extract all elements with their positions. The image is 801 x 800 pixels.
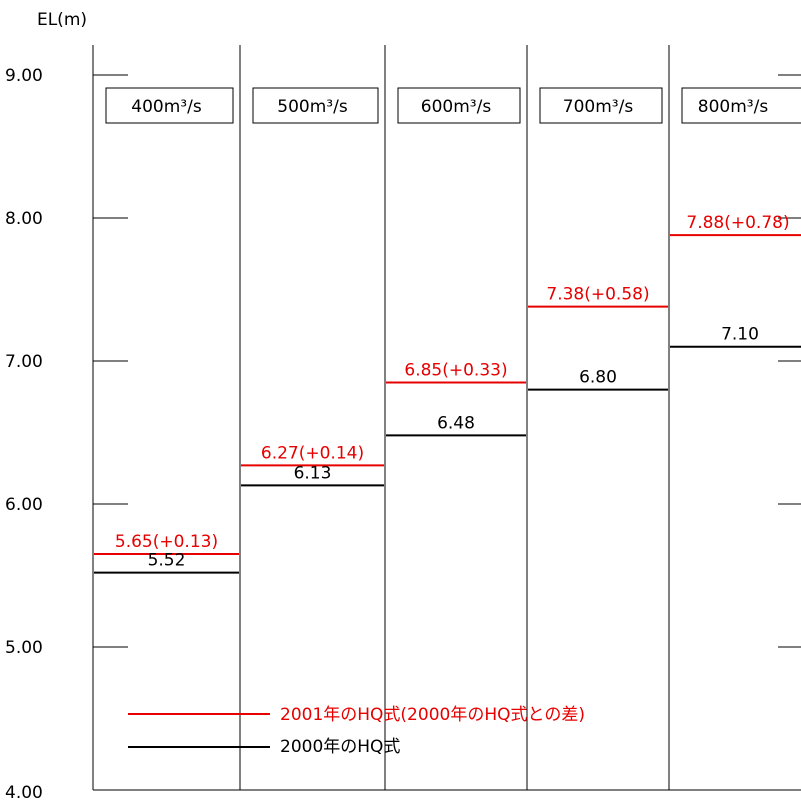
y-tick-label: 5.00 <box>5 638 43 658</box>
y-axis-label: EL(m) <box>37 10 87 30</box>
value-label: 6.80 <box>579 368 617 388</box>
category-box <box>252 87 379 124</box>
y-tick-label: 6.00 <box>5 495 43 515</box>
category-label: 500m³/s <box>277 97 348 117</box>
category-label: 800m³/s <box>698 97 769 117</box>
category-label: 600m³/s <box>421 97 492 117</box>
y-tick-label: 7.00 <box>5 352 43 372</box>
legend-label: 2001年のHQ式(2000年のHQ式との差) <box>280 705 585 725</box>
value-label: 7.10 <box>721 325 759 345</box>
category-label: 700m³/s <box>563 97 634 117</box>
value-label: 6.27(+0.14) <box>261 443 364 463</box>
category-box <box>539 87 663 124</box>
value-label: 7.88(+0.78) <box>686 213 789 233</box>
value-label: 6.13 <box>294 463 332 483</box>
category-box <box>681 87 801 124</box>
value-label: 6.85(+0.33) <box>404 360 507 380</box>
category-box <box>397 87 521 124</box>
value-label: 6.48 <box>437 413 475 433</box>
legend-label: 2000年のHQ式 <box>280 737 400 757</box>
y-tick-label: 8.00 <box>5 209 43 229</box>
column-layer: 400m³/s 500m³/s 600m³/s 700m³/s 800m³/s <box>92 45 801 790</box>
marks-layer: 5.65(+0.13) 6.27(+0.14) 6.85(+0.33) 7.38(+0… <box>94 213 801 574</box>
value-label: 5.65(+0.13) <box>115 532 218 552</box>
axis-layer: 9.00 8.00 7.00 6.00 5.00 4.00 <box>5 66 801 800</box>
category-box <box>105 87 234 124</box>
value-label: 5.52 <box>148 551 186 571</box>
y-tick-label: 4.00 <box>5 783 43 800</box>
category-label: 400m³/s <box>131 97 202 117</box>
value-label: 7.38(+0.58) <box>546 285 649 305</box>
y-tick-label: 9.00 <box>5 66 43 86</box>
legend: 2001年のHQ式(2000年のHQ式との差) 2000年のHQ式 <box>128 705 585 757</box>
